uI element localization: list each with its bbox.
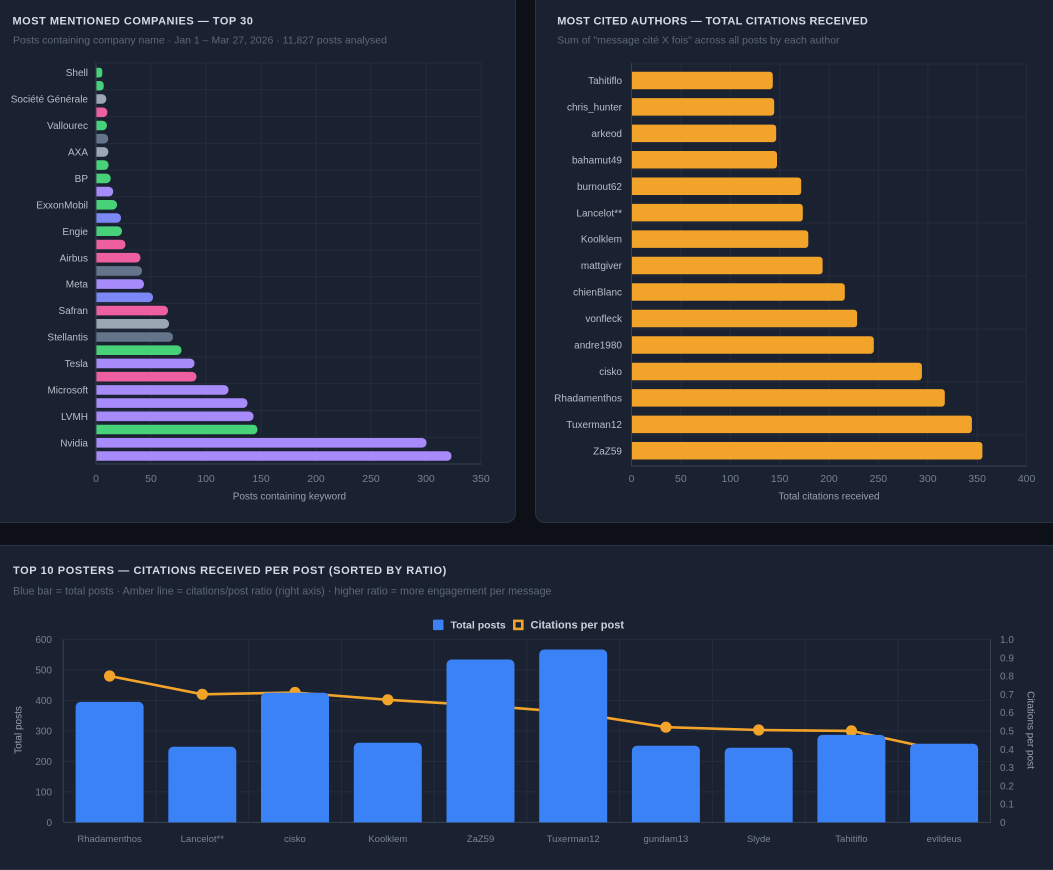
svg-text:Koolklem: Koolklem xyxy=(581,235,622,246)
svg-text:Tahitiflo: Tahitiflo xyxy=(588,76,622,87)
svg-text:BP: BP xyxy=(75,174,89,185)
svg-text:Tuxerman12: Tuxerman12 xyxy=(547,834,600,845)
svg-text:0.5: 0.5 xyxy=(1000,727,1014,738)
svg-text:Rhadamenthos: Rhadamenthos xyxy=(554,394,622,405)
svg-text:250: 250 xyxy=(362,473,380,485)
svg-text:150: 150 xyxy=(771,473,789,485)
svg-text:350: 350 xyxy=(472,473,490,485)
svg-text:Microsoft: Microsoft xyxy=(47,386,88,397)
svg-text:bahamut49: bahamut49 xyxy=(572,155,622,166)
svg-text:600: 600 xyxy=(35,635,52,646)
svg-text:evildeus: evildeus xyxy=(927,834,962,845)
svg-text:Engie: Engie xyxy=(62,227,88,238)
svg-text:ExxonMobil: ExxonMobil xyxy=(36,200,88,211)
svg-text:Stellantis: Stellantis xyxy=(47,333,88,344)
svg-text:Citations per post: Citations per post xyxy=(1025,691,1036,769)
svg-text:Safran: Safran xyxy=(59,306,88,317)
svg-text:300: 300 xyxy=(919,473,937,485)
svg-text:Total citations received: Total citations received xyxy=(778,492,879,503)
svg-text:300: 300 xyxy=(417,473,435,485)
svg-text:Shell: Shell xyxy=(66,68,88,79)
svg-text:cisko: cisko xyxy=(599,367,622,378)
svg-text:0.9: 0.9 xyxy=(1000,653,1014,664)
svg-text:Tuxerman12: Tuxerman12 xyxy=(566,420,622,431)
svg-text:Lancelot**: Lancelot** xyxy=(576,208,622,219)
svg-text:100: 100 xyxy=(722,473,740,485)
svg-text:1.0: 1.0 xyxy=(1000,635,1014,646)
svg-text:0: 0 xyxy=(46,818,52,829)
svg-text:Slyde: Slyde xyxy=(747,834,771,845)
svg-text:Tahitiflo: Tahitiflo xyxy=(835,834,867,845)
svg-text:chris_hunter: chris_hunter xyxy=(567,103,623,114)
svg-text:AXA: AXA xyxy=(68,148,88,159)
svg-text:0: 0 xyxy=(629,473,635,485)
svg-text:gundam13: gundam13 xyxy=(643,834,688,845)
svg-text:Posts containing keyword: Posts containing keyword xyxy=(233,492,346,503)
svg-text:400: 400 xyxy=(35,696,52,707)
svg-text:200: 200 xyxy=(307,473,325,485)
svg-text:100: 100 xyxy=(197,473,215,485)
svg-text:Nvidia: Nvidia xyxy=(60,438,88,449)
svg-text:Total posts: Total posts xyxy=(14,706,25,754)
svg-text:50: 50 xyxy=(145,473,157,485)
svg-text:50: 50 xyxy=(675,473,687,485)
svg-text:chienBlanc: chienBlanc xyxy=(573,288,622,299)
svg-text:Sum of "message cité X fois" a: Sum of "message cité X fois" across all … xyxy=(557,34,840,46)
svg-text:0.1: 0.1 xyxy=(1000,800,1014,811)
svg-text:0: 0 xyxy=(93,473,99,485)
svg-text:LVMH: LVMH xyxy=(61,412,88,423)
svg-text:cisko: cisko xyxy=(284,834,306,845)
svg-text:Posts containing company name: Posts containing company name · Jan 1 – … xyxy=(13,34,387,46)
svg-text:Meta: Meta xyxy=(66,280,89,291)
svg-text:Rhadamenthos: Rhadamenthos xyxy=(77,834,142,845)
svg-text:300: 300 xyxy=(35,727,52,738)
svg-text:100: 100 xyxy=(35,788,52,799)
svg-text:burnout62: burnout62 xyxy=(577,182,622,193)
svg-text:200: 200 xyxy=(820,473,838,485)
svg-text:0.2: 0.2 xyxy=(1000,781,1014,792)
svg-text:0.3: 0.3 xyxy=(1000,763,1014,774)
svg-text:Vallourec: Vallourec xyxy=(47,121,88,132)
svg-text:Koolklem: Koolklem xyxy=(368,834,407,845)
svg-text:0.6: 0.6 xyxy=(1000,708,1014,719)
svg-text:MOST CITED AUTHORS — TOTAL CIT: MOST CITED AUTHORS — TOTAL CITATIONS REC… xyxy=(557,15,868,27)
svg-text:0.8: 0.8 xyxy=(1000,672,1014,683)
svg-text:200: 200 xyxy=(35,757,52,768)
svg-text:Total posts: Total posts xyxy=(451,620,506,632)
svg-text:ZaZ59: ZaZ59 xyxy=(467,834,494,845)
svg-text:andre1980: andre1980 xyxy=(574,341,622,352)
svg-text:400: 400 xyxy=(1018,473,1036,485)
svg-text:vonfleck: vonfleck xyxy=(585,314,623,325)
svg-text:0: 0 xyxy=(1000,818,1006,829)
svg-text:0.7: 0.7 xyxy=(1000,690,1014,701)
svg-text:250: 250 xyxy=(870,473,888,485)
svg-text:MOST MENTIONED COMPANIES — TOP: MOST MENTIONED COMPANIES — TOP 30 xyxy=(13,15,254,27)
svg-text:TOP 10 POSTERS — CITATIONS REC: TOP 10 POSTERS — CITATIONS RECEIVED PER … xyxy=(13,565,447,577)
svg-text:Airbus: Airbus xyxy=(60,253,88,264)
svg-text:0.4: 0.4 xyxy=(1000,745,1014,756)
svg-text:500: 500 xyxy=(35,666,52,677)
svg-text:ZaZ59: ZaZ59 xyxy=(593,446,622,457)
svg-text:arkeod: arkeod xyxy=(591,129,622,140)
svg-text:350: 350 xyxy=(968,473,986,485)
svg-text:mattgiver: mattgiver xyxy=(581,261,623,272)
svg-text:Citations per post: Citations per post xyxy=(531,620,625,632)
svg-text:150: 150 xyxy=(252,473,270,485)
svg-text:Tesla: Tesla xyxy=(65,359,89,370)
svg-text:Blue bar = total posts · Amber: Blue bar = total posts · Amber line = ci… xyxy=(13,586,552,598)
svg-text:Société Générale: Société Générale xyxy=(11,95,89,106)
svg-text:Lancelot**: Lancelot** xyxy=(181,834,225,845)
